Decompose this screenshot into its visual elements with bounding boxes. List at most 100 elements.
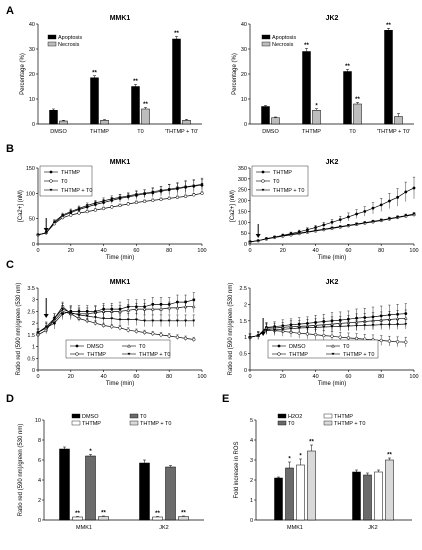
y-tick-label: 3 (32, 298, 35, 304)
panel-label-c: C (6, 259, 14, 271)
data-point (159, 319, 163, 323)
legend-label: THTMP (289, 352, 308, 358)
series-line (249, 313, 406, 338)
data-point (338, 335, 342, 339)
data-point (69, 311, 73, 314)
data-point (363, 324, 367, 327)
bar (59, 120, 68, 125)
y-tick-label: 20 (241, 72, 247, 78)
data-point (118, 326, 122, 330)
data-point (183, 304, 188, 309)
y-tick-label: 40 (241, 22, 247, 28)
data-point (379, 338, 383, 343)
data-point (306, 326, 309, 330)
data-point (330, 325, 334, 329)
x-tick-label: 100 (197, 374, 206, 380)
data-point (363, 221, 367, 225)
y-tick-label: 2 (32, 321, 35, 327)
y-axis-label: Ratio red (590 nm)/green (530 nm) (18, 424, 24, 517)
data-point (265, 329, 268, 333)
data-point (363, 210, 367, 213)
panel-label-d: D (6, 393, 14, 405)
data-point (135, 193, 138, 196)
bar (139, 462, 150, 521)
data-point (273, 236, 276, 239)
legend-swatch (277, 413, 287, 419)
data-point (338, 325, 342, 328)
x-tick-label: 40 (101, 248, 107, 254)
x-tick-label: DMSO (50, 129, 67, 135)
legend-swatch (323, 413, 333, 419)
x-tick-label: 20 (68, 374, 74, 380)
legend-label: THTMP + T0 (273, 188, 304, 194)
data-point (261, 188, 265, 192)
bar (152, 516, 163, 521)
data-point (36, 233, 40, 237)
legend-swatch (71, 420, 81, 426)
data-point (347, 215, 350, 219)
y-tick-label: 150 (238, 209, 247, 215)
y-tick-label: 5 (250, 418, 253, 424)
data-point (314, 226, 317, 229)
data-point (379, 203, 383, 207)
y-tick-label: 0.5 (27, 356, 35, 362)
data-point (49, 179, 53, 183)
data-point (134, 307, 139, 311)
data-point (371, 220, 375, 223)
data-point (330, 226, 334, 230)
data-point (314, 229, 317, 232)
data-point (184, 319, 187, 323)
significance-marker: ** (75, 511, 80, 517)
data-point (192, 193, 196, 197)
data-point (371, 323, 375, 327)
y-axis-label: Percentage (%) (20, 53, 26, 95)
legend-label: Apoptosis (58, 35, 82, 41)
significance-marker: ** (101, 511, 106, 517)
data-point (167, 319, 171, 323)
data-point (306, 230, 309, 234)
bar (343, 71, 352, 125)
data-point (379, 323, 383, 327)
significance-marker: * (288, 457, 291, 463)
legend-box (65, 339, 171, 359)
x-tick-label: 80 (378, 374, 384, 380)
series-line (37, 306, 194, 333)
x-tick-label: 80 (166, 374, 172, 380)
bar (302, 51, 311, 125)
legend-label: T0 (288, 421, 294, 427)
legend-swatch (71, 413, 81, 419)
data-point (127, 352, 131, 356)
significance-marker: ** (143, 102, 148, 108)
chart-title: MMK1 (110, 15, 131, 22)
significance-marker: ** (155, 511, 160, 517)
legend-swatch (47, 41, 57, 47)
legend-swatch (277, 420, 287, 426)
legend-label: THTMP (82, 421, 101, 427)
data-point (142, 199, 147, 204)
data-point (322, 223, 326, 227)
data-point (388, 323, 391, 327)
x-tick-label: MMK1 (76, 525, 92, 531)
data-point (388, 217, 391, 220)
x-tick-label: 40 (313, 374, 319, 380)
bar (312, 110, 321, 125)
data-point (261, 170, 265, 174)
bar (394, 116, 403, 125)
data-point (142, 307, 147, 311)
x-tick-label: 0 (248, 248, 251, 254)
significance-marker: ** (309, 440, 314, 446)
bar (296, 464, 305, 521)
data-point (322, 325, 326, 329)
data-point (44, 325, 48, 329)
significance-marker: * (299, 454, 302, 460)
data-point (191, 304, 196, 309)
y-tick-label: 20 (29, 72, 35, 78)
data-point (322, 228, 326, 231)
bar (271, 117, 280, 125)
y-tick-label: 50 (29, 217, 35, 223)
legend-label: DMSO (87, 344, 104, 350)
data-point (338, 218, 342, 222)
significance-marker: ** (92, 70, 97, 76)
data-point (53, 317, 56, 320)
x-tick-label: T0 (349, 129, 355, 135)
